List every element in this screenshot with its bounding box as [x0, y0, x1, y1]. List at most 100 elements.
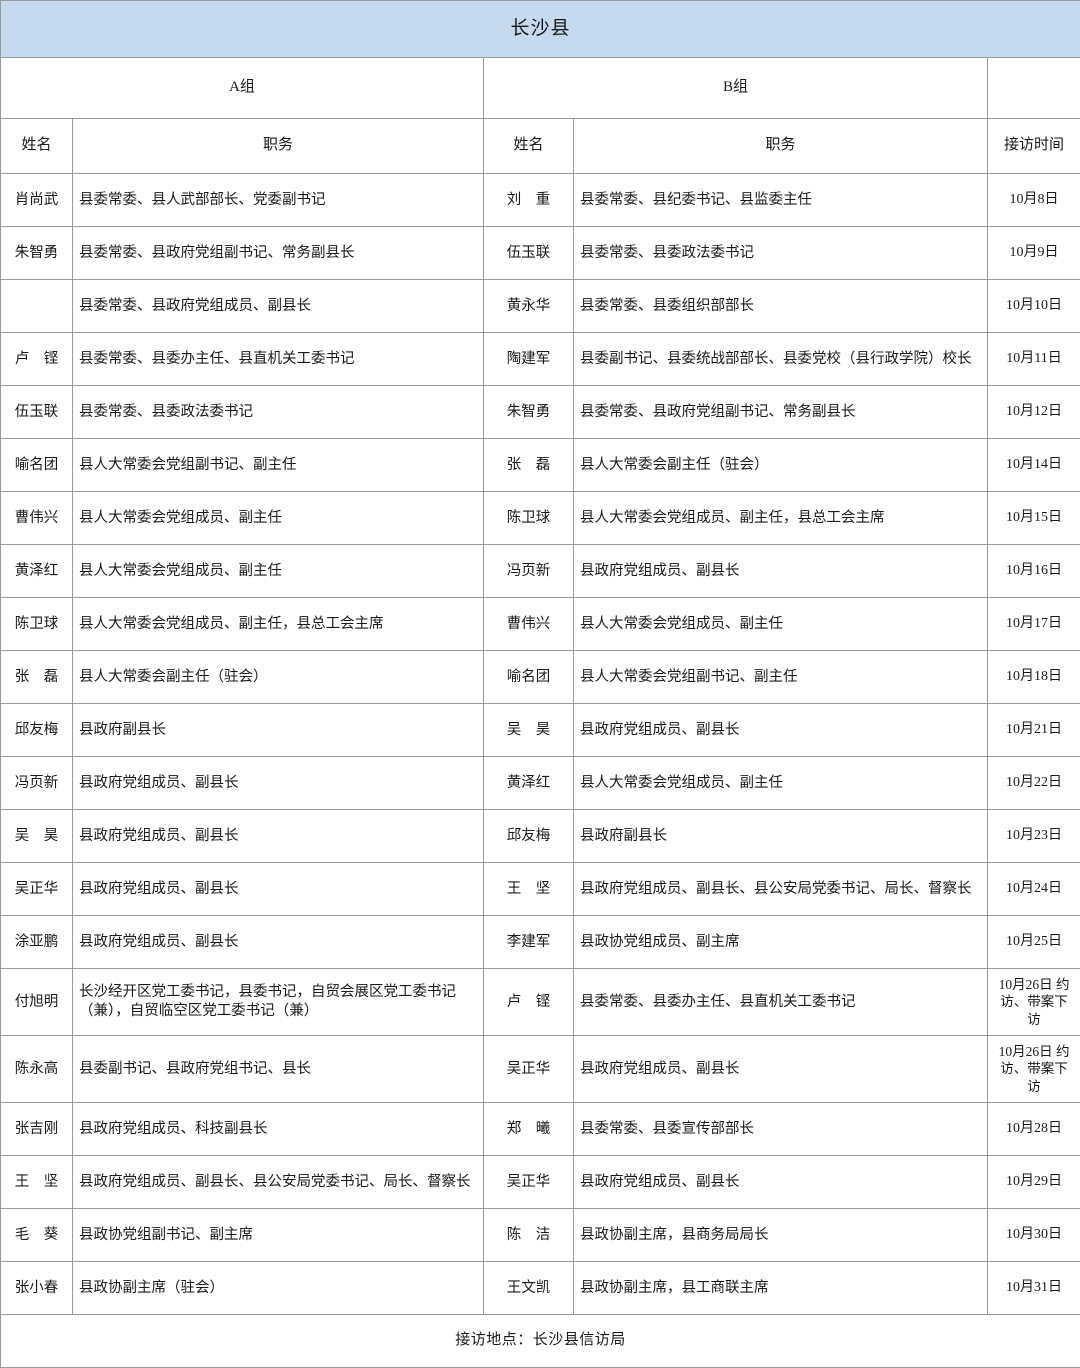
- cell-time: 10月31日: [988, 1262, 1080, 1315]
- column-header-row: 姓名 职务 姓名 职务 接访时间: [1, 119, 1080, 174]
- cell-post-b: 县委常委、县纪委书记、县监委主任: [574, 174, 988, 227]
- cell-name-a: 涂亚鹏: [1, 916, 73, 969]
- group-label-a: A组: [1, 58, 484, 119]
- cell-post-a: 县政府副县长: [73, 704, 484, 757]
- column-header-name-b: 姓名: [484, 119, 574, 174]
- table-row: 曹伟兴县人大常委会党组成员、副主任陈卫球县人大常委会党组成员、副主任，县总工会主…: [1, 492, 1080, 545]
- cell-post-a: 县人大常委会副主任（驻会）: [73, 651, 484, 704]
- table-row: 付旭明长沙经开区党工委书记，县委书记，自贸会展区党工委书记（兼），自贸临空区党工…: [1, 969, 1080, 1036]
- cell-post-a: 县委副书记、县政府党组书记、县长: [73, 1036, 484, 1103]
- cell-time: 10月21日: [988, 704, 1080, 757]
- cell-post-a: 县政府党组成员、副县长: [73, 810, 484, 863]
- cell-name-b: 吴正华: [484, 1156, 574, 1209]
- cell-time: 10月9日: [988, 227, 1080, 280]
- cell-time: 10月30日: [988, 1209, 1080, 1262]
- cell-post-b: 县政府党组成员、副县长、县公安局党委书记、局长、督察长: [574, 863, 988, 916]
- cell-name-b: 邱友梅: [484, 810, 574, 863]
- cell-post-a: 县政府党组成员、科技副县长: [73, 1103, 484, 1156]
- cell-post-a: 县委常委、县人武部部长、党委副书记: [73, 174, 484, 227]
- cell-name-b: 黄永华: [484, 280, 574, 333]
- cell-post-b: 县人大常委会党组成员、副主任: [574, 757, 988, 810]
- cell-post-b: 县委常委、县委政法委书记: [574, 227, 988, 280]
- cell-name-a: 朱智勇: [1, 227, 73, 280]
- cell-name-a: 张 磊: [1, 651, 73, 704]
- cell-post-b: 县人大常委会党组成员、副主任: [574, 598, 988, 651]
- page-title: 长沙县: [1, 1, 1080, 58]
- cell-post-a: 县政府党组成员、副县长: [73, 757, 484, 810]
- cell-time: 10月8日: [988, 174, 1080, 227]
- cell-name-a: 陈永高: [1, 1036, 73, 1103]
- cell-name-a: 付旭明: [1, 969, 73, 1036]
- cell-name-a: 黄泽红: [1, 545, 73, 598]
- cell-name-a: 喻名团: [1, 439, 73, 492]
- cell-time: 10月12日: [988, 386, 1080, 439]
- cell-post-a: 县委常委、县委政法委书记: [73, 386, 484, 439]
- cell-name-b: 王 坚: [484, 863, 574, 916]
- group-label-spacer: [988, 58, 1080, 119]
- cell-post-b: 县人大常委会党组副书记、副主任: [574, 651, 988, 704]
- cell-time: 10月29日: [988, 1156, 1080, 1209]
- cell-post-b: 县政协党组成员、副主席: [574, 916, 988, 969]
- cell-name-b: 喻名团: [484, 651, 574, 704]
- cell-post-a: 县委常委、县委办主任、县直机关工委书记: [73, 333, 484, 386]
- cell-name-a: 卢 铿: [1, 333, 73, 386]
- cell-time: 10月10日: [988, 280, 1080, 333]
- cell-post-b: 县政协副主席，县商务局局长: [574, 1209, 988, 1262]
- group-label-b: B组: [484, 58, 988, 119]
- cell-time: 10月26日 约访、带案下访: [988, 969, 1080, 1036]
- cell-name-b: 黄泽红: [484, 757, 574, 810]
- cell-post-b: 县人大常委会副主任（驻会）: [574, 439, 988, 492]
- cell-time: 10月16日: [988, 545, 1080, 598]
- cell-name-a: [1, 280, 73, 333]
- cell-post-b: 县人大常委会党组成员、副主任，县总工会主席: [574, 492, 988, 545]
- cell-name-b: 王文凯: [484, 1262, 574, 1315]
- cell-post-a: 县政府党组成员、副县长、县公安局党委书记、局长、督察长: [73, 1156, 484, 1209]
- cell-name-b: 吴正华: [484, 1036, 574, 1103]
- cell-time: 10月24日: [988, 863, 1080, 916]
- cell-name-b: 刘 重: [484, 174, 574, 227]
- cell-name-b: 陈卫球: [484, 492, 574, 545]
- cell-post-a: 县人大常委会党组副书记、副主任: [73, 439, 484, 492]
- cell-post-a: 县委常委、县政府党组成员、副县长: [73, 280, 484, 333]
- cell-name-b: 伍玉联: [484, 227, 574, 280]
- cell-name-a: 张吉刚: [1, 1103, 73, 1156]
- cell-post-a: 县人大常委会党组成员、副主任，县总工会主席: [73, 598, 484, 651]
- column-header-name-a: 姓名: [1, 119, 73, 174]
- cell-post-b: 县政府副县长: [574, 810, 988, 863]
- cell-time: 10月15日: [988, 492, 1080, 545]
- cell-name-b: 陶建军: [484, 333, 574, 386]
- table-footer-row: 接访地点：长沙县信访局: [1, 1315, 1080, 1368]
- cell-name-a: 毛 葵: [1, 1209, 73, 1262]
- cell-name-a: 吴正华: [1, 863, 73, 916]
- cell-post-b: 县政府党组成员、副县长: [574, 1036, 988, 1103]
- cell-name-b: 冯页新: [484, 545, 574, 598]
- cell-post-a: 县人大常委会党组成员、副主任: [73, 492, 484, 545]
- cell-name-b: 吴 昊: [484, 704, 574, 757]
- cell-time: 10月17日: [988, 598, 1080, 651]
- column-header-post-b: 职务: [574, 119, 988, 174]
- cell-name-a: 王 坚: [1, 1156, 73, 1209]
- column-header-post-a: 职务: [73, 119, 484, 174]
- cell-post-b: 县政府党组成员、副县长: [574, 1156, 988, 1209]
- cell-name-a: 邱友梅: [1, 704, 73, 757]
- cell-post-a: 县政府党组成员、副县长: [73, 863, 484, 916]
- cell-time: 10月22日: [988, 757, 1080, 810]
- table-row: 吴正华县政府党组成员、副县长王 坚县政府党组成员、副县长、县公安局党委书记、局长…: [1, 863, 1080, 916]
- cell-time: 10月28日: [988, 1103, 1080, 1156]
- cell-name-b: 陈 洁: [484, 1209, 574, 1262]
- cell-post-a: 长沙经开区党工委书记，县委书记，自贸会展区党工委书记（兼），自贸临空区党工委书记…: [73, 969, 484, 1036]
- cell-time: 10月25日: [988, 916, 1080, 969]
- table-title-row: 长沙县: [1, 1, 1080, 58]
- cell-name-a: 肖尚武: [1, 174, 73, 227]
